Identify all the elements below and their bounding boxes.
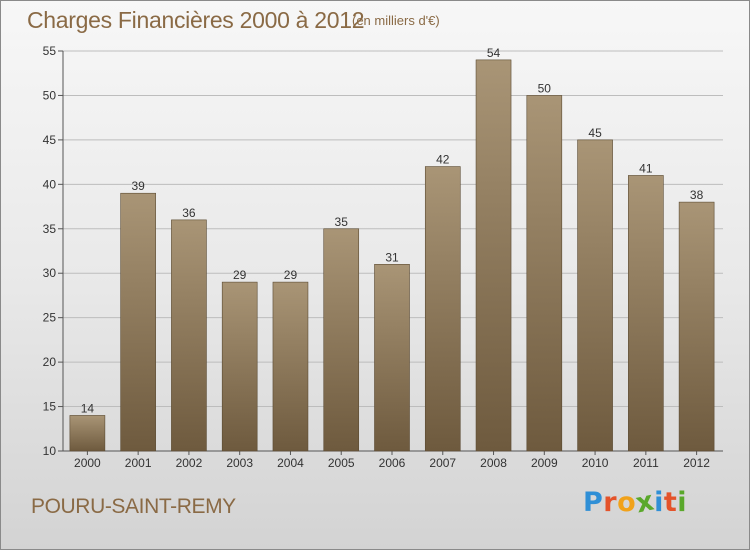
bar: [577, 139, 613, 452]
x-axis-ticks: 2000 2001 2002 2003 2004 2005 2006 2007 2008 2009…: [74, 456, 710, 470]
x-tick-label: 2002: [176, 456, 203, 470]
y-tick-label: 50: [43, 88, 57, 102]
y-tick-label: 45: [43, 133, 57, 147]
x-tick-label: 2006: [379, 456, 406, 470]
logo-letter: P: [583, 487, 604, 518]
bar: [628, 175, 664, 452]
y-tick-label: 25: [43, 311, 57, 325]
bar-value-label: 54: [487, 46, 501, 60]
bar-value-label: 41: [639, 161, 653, 175]
bar-value-label: 29: [284, 268, 298, 282]
bar-value-label: 35: [335, 215, 349, 229]
bar-value-label: 39: [131, 179, 145, 193]
bar-value-label: 50: [538, 81, 552, 95]
bar-value-label: 29: [233, 268, 247, 282]
x-tick-label: 2003: [226, 456, 253, 470]
bar: [272, 281, 309, 452]
bar: [171, 219, 207, 452]
x-tick-label: 2005: [328, 456, 355, 470]
bar: [69, 415, 106, 452]
logo-letter: i: [677, 487, 688, 518]
bar: [475, 59, 512, 452]
x-tick-label: 2009: [531, 456, 558, 470]
logo-letter: t: [663, 487, 678, 518]
proxiti-logo: Proxiti: [583, 485, 688, 519]
y-tick-label: 55: [43, 44, 57, 58]
y-tick-label: 35: [43, 222, 57, 236]
logo-letter: o: [617, 487, 637, 518]
y-tick-label: 20: [43, 355, 57, 369]
chart-title: Charges Financières 2000 à 2012: [27, 7, 365, 33]
x-tick-label: 2007: [429, 456, 456, 470]
x-tick-label: 2001: [125, 456, 152, 470]
y-tick-label: 40: [43, 177, 57, 191]
x-tick-label: 2011: [633, 456, 659, 470]
y-axis-ticks: 10 15 20 25 30 35 40 45 50 55: [43, 44, 57, 458]
value-labels: 14 39 36 29 29 35 31 42 54 50 45 41 38: [81, 46, 704, 416]
bar: [678, 201, 715, 452]
bar-value-label: 31: [385, 250, 399, 264]
bar-value-label: 38: [690, 188, 704, 202]
x-tick-label: 2004: [277, 456, 304, 470]
bar-value-label: 14: [81, 401, 95, 415]
bar: [526, 95, 563, 452]
y-tick-label: 30: [43, 266, 57, 280]
bar: [424, 166, 461, 452]
logo-letter: i: [654, 487, 664, 518]
bar: [120, 192, 156, 452]
x-tick-label: 2010: [582, 456, 609, 470]
bar-value-label: 42: [436, 153, 450, 167]
chart-subtitle: (en milliers d'€): [352, 13, 440, 28]
bar: [323, 228, 360, 452]
y-tick-label: 15: [43, 400, 57, 414]
bar-value-label: 45: [588, 126, 602, 140]
logo-letter: r: [603, 487, 618, 518]
x-tick-label: 2012: [683, 456, 710, 470]
y-tick-label: 10: [43, 444, 57, 458]
bar-value-label: 36: [182, 206, 196, 220]
x-tick-label: 2000: [74, 456, 101, 470]
x-tick-label: 2008: [480, 456, 507, 470]
bars: [69, 59, 715, 452]
bar: [374, 264, 410, 452]
bar: [221, 281, 258, 452]
place-name: POURU-SAINT-REMY: [31, 495, 236, 518]
